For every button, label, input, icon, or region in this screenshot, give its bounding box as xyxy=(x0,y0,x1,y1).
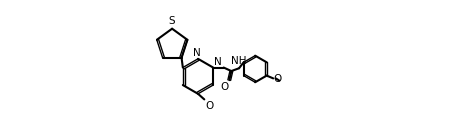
Text: S: S xyxy=(168,16,175,26)
Text: N: N xyxy=(193,48,201,58)
Text: NH: NH xyxy=(230,56,245,66)
Text: O: O xyxy=(219,82,228,92)
Text: O: O xyxy=(273,74,281,84)
Text: O: O xyxy=(205,101,213,111)
Text: N: N xyxy=(214,57,221,67)
